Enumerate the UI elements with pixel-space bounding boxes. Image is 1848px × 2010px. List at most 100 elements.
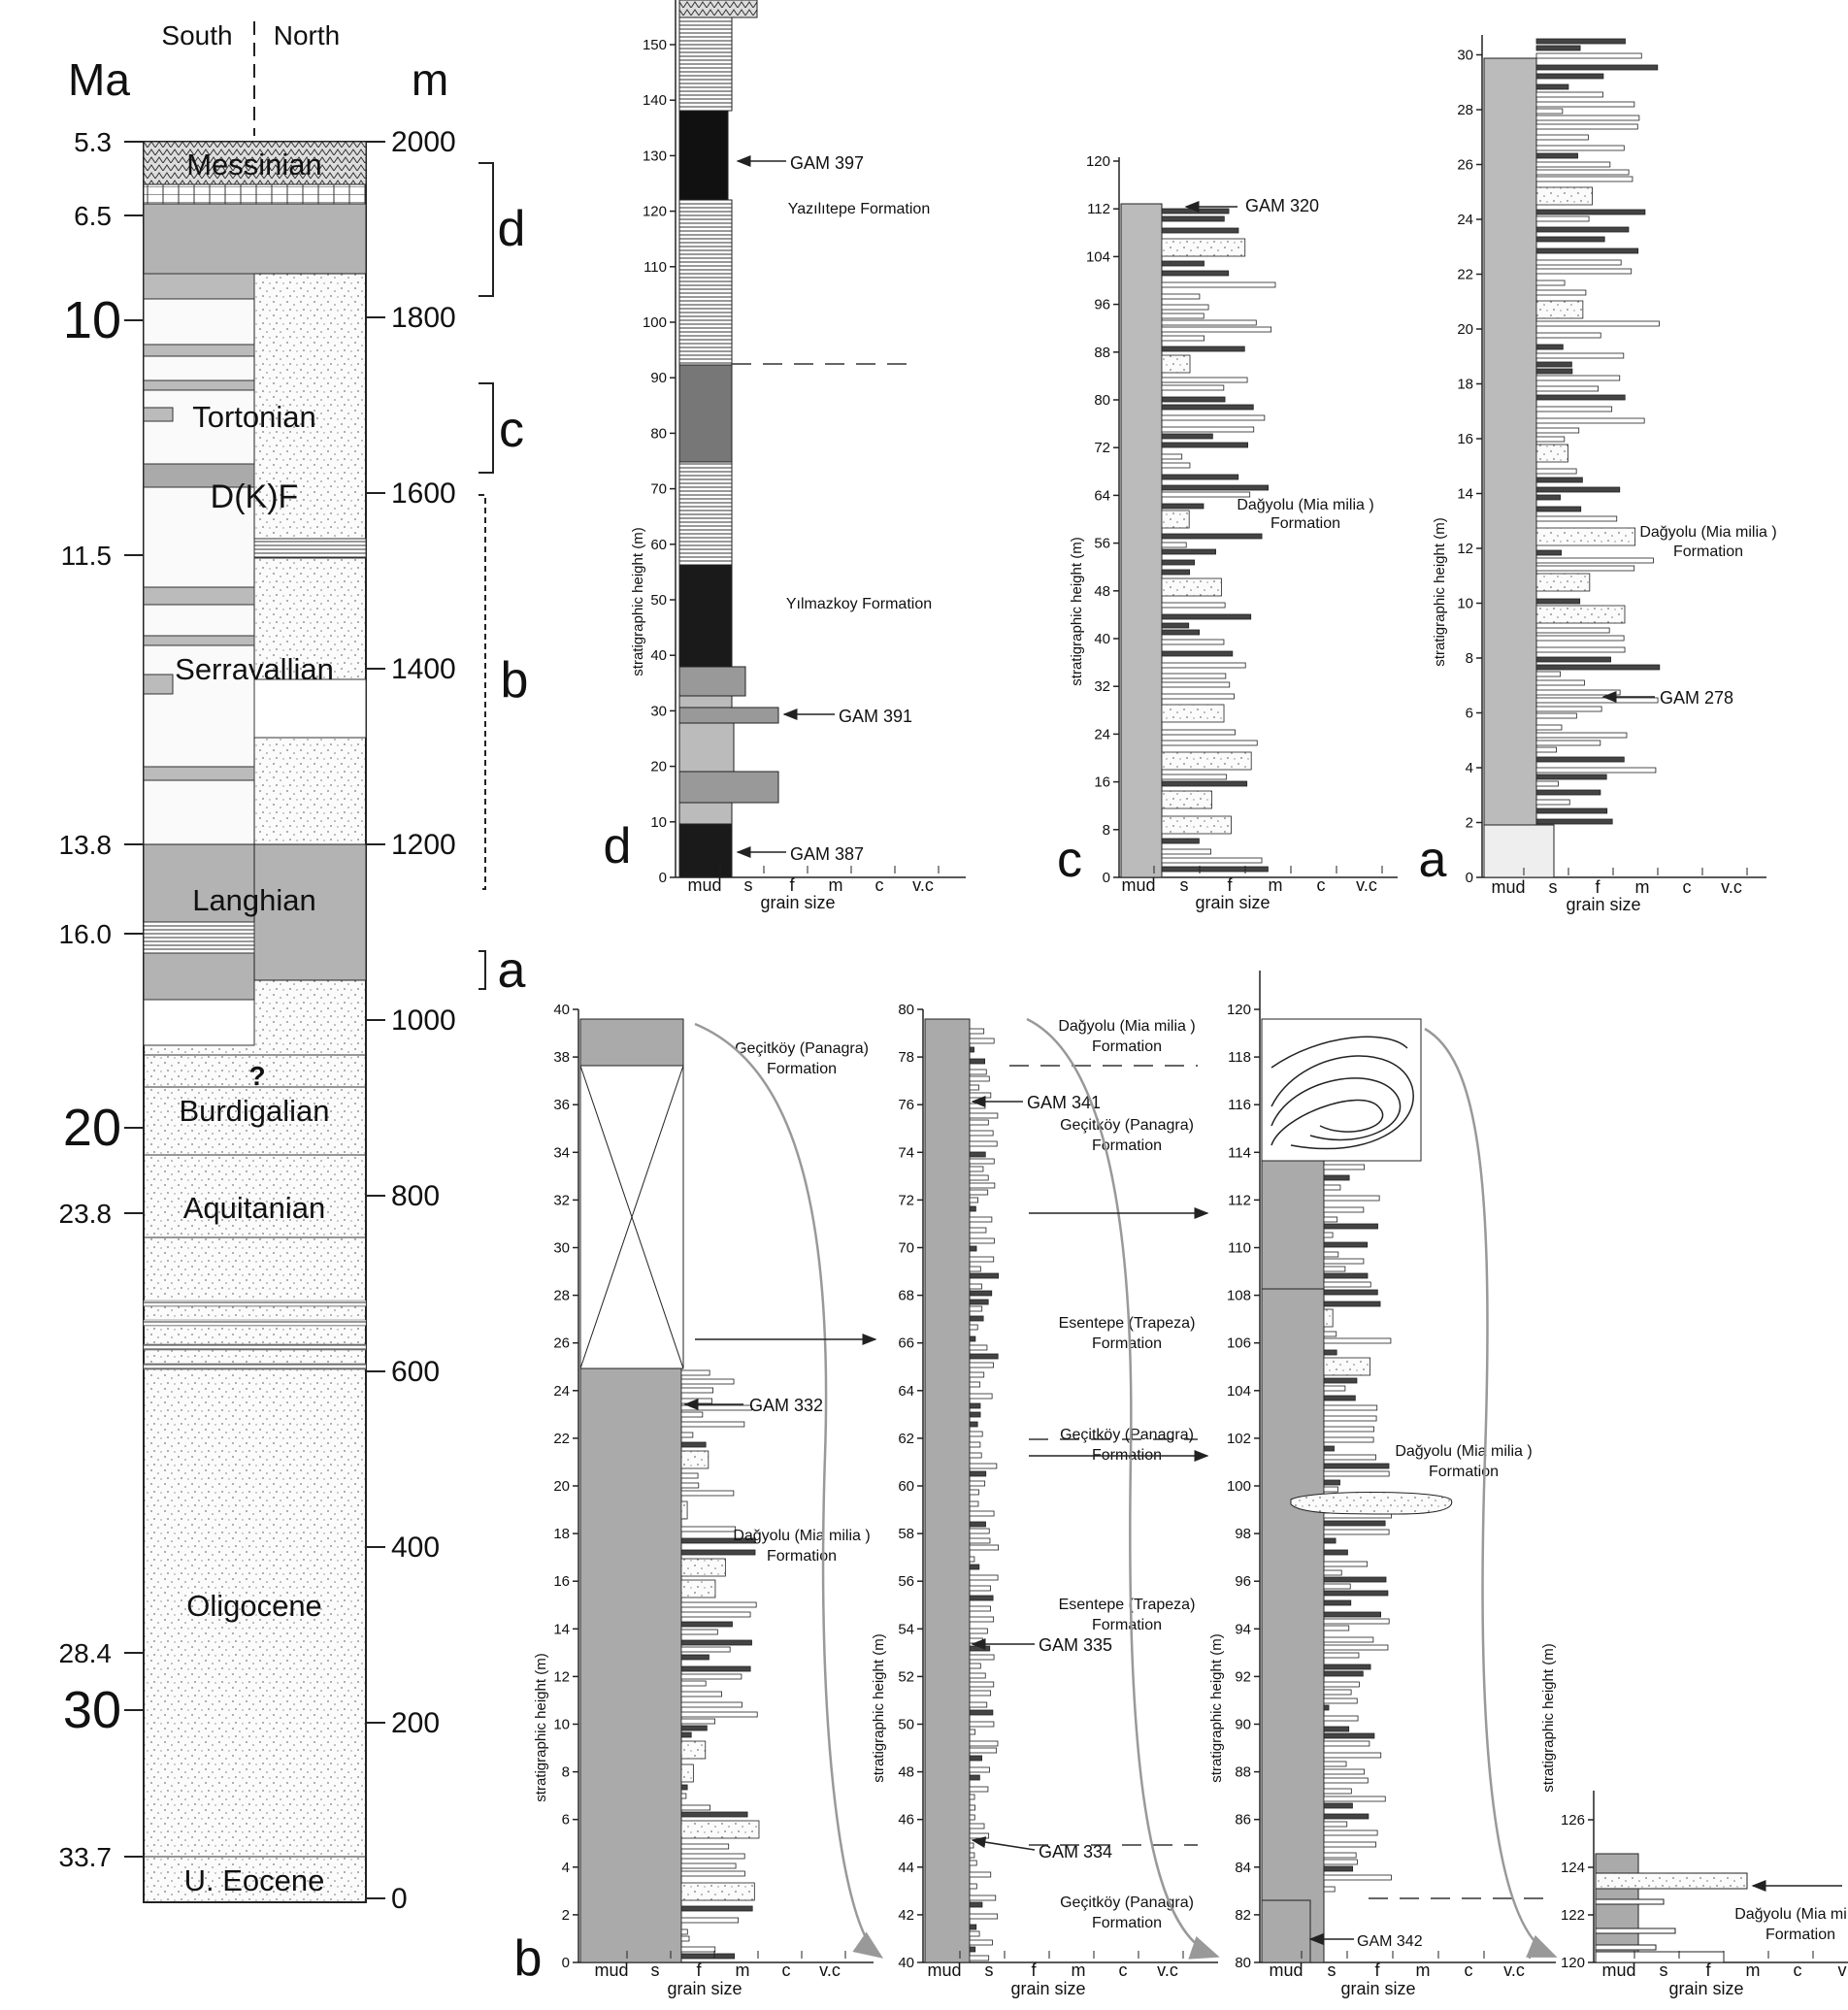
y-tick-label: 6 xyxy=(1466,706,1473,722)
bed xyxy=(1161,491,1251,498)
formation-label: Formation xyxy=(1673,544,1743,560)
y-axis-title: stratigraphic height (m) xyxy=(1208,1633,1225,1782)
y-tick-label: 0 xyxy=(659,870,667,886)
bed xyxy=(969,1755,982,1762)
bed xyxy=(1161,335,1205,342)
grain-size-label: v xyxy=(1838,1961,1847,1980)
bed xyxy=(680,1654,710,1661)
bed xyxy=(1323,1258,1365,1265)
bed xyxy=(1161,453,1183,460)
bed xyxy=(1161,866,1269,873)
y-tick-label: 4 xyxy=(1466,760,1473,776)
grain-size-label: c xyxy=(875,875,884,895)
bed xyxy=(1323,1223,1378,1230)
bed xyxy=(1323,1404,1378,1411)
bed xyxy=(1535,226,1630,233)
bed xyxy=(969,1112,999,1119)
bed xyxy=(969,1924,977,1930)
bed xyxy=(680,1804,711,1811)
y-tick-label: 80 xyxy=(898,1002,914,1018)
bed xyxy=(1535,732,1628,739)
y-tick-label: 120 xyxy=(643,204,667,220)
bed xyxy=(680,1579,716,1598)
y-tick-label: 22 xyxy=(1457,267,1473,283)
bed xyxy=(969,1701,988,1708)
x-axis-title: grain size xyxy=(1668,1979,1743,1998)
y-tick-label: 50 xyxy=(650,592,667,609)
north-label: North xyxy=(274,20,340,50)
bed xyxy=(680,1843,730,1850)
bed xyxy=(969,1381,981,1388)
y-tick-label: 28 xyxy=(1457,102,1473,118)
y-tick-label: 104 xyxy=(1227,1383,1251,1400)
bed xyxy=(680,1482,700,1489)
y-axis-title: stratigraphic height (m) xyxy=(1540,1643,1557,1792)
grain-size-label: c xyxy=(1683,877,1692,897)
bed xyxy=(969,1463,998,1469)
log-d: 0 10 20 30 40 50 60 70 80 90 100 110 120 130 140 150 GA… xyxy=(604,0,966,912)
log-letter: c xyxy=(1057,832,1082,888)
y-tick-label: 92 xyxy=(1235,1668,1251,1685)
log-letter: d xyxy=(604,818,632,874)
bed xyxy=(1323,1670,1364,1677)
y-tick-label: 150 xyxy=(643,37,667,53)
bed xyxy=(1535,799,1570,806)
bed xyxy=(680,1665,751,1672)
bed xyxy=(1535,152,1578,159)
bed xyxy=(969,1353,999,1360)
grain-size-label: m xyxy=(1269,875,1283,895)
bed xyxy=(1323,1463,1390,1469)
y-tick-label: 20 xyxy=(1457,321,1473,338)
bed xyxy=(1535,38,1626,45)
grain-size-label: f xyxy=(696,1961,702,1980)
bed xyxy=(969,1158,995,1165)
bed xyxy=(969,1766,990,1773)
formation-label: Yazılıtepe Formation xyxy=(788,201,930,217)
bed xyxy=(680,1629,718,1635)
bed xyxy=(1161,740,1258,746)
y-tick-label: 8 xyxy=(1103,822,1110,839)
m-axis xyxy=(366,141,385,1899)
bed xyxy=(1161,260,1204,267)
section-letter-c: c xyxy=(499,402,524,458)
bed xyxy=(969,1245,977,1252)
bed xyxy=(1323,1813,1370,1820)
y-tick-label: 70 xyxy=(650,481,667,498)
y-axis-title: stratigraphic height (m) xyxy=(533,1653,549,1801)
y-tick-label: 116 xyxy=(1228,1097,1251,1113)
bed xyxy=(969,1672,986,1679)
y-tick-label: 104 xyxy=(1086,248,1110,265)
y-tick-label: 98 xyxy=(1235,1526,1251,1542)
m-tick: 1600 xyxy=(391,478,456,510)
y-tick-label: 32 xyxy=(553,1192,570,1208)
bed xyxy=(969,1084,979,1091)
y-tick-label: 50 xyxy=(898,1717,914,1733)
bed xyxy=(1161,693,1235,700)
grain-size-label: mud xyxy=(1601,1961,1635,1980)
grain-size-label: m xyxy=(1746,1961,1761,1980)
bed xyxy=(1535,756,1625,763)
bed xyxy=(1323,1704,1330,1711)
bed xyxy=(969,1182,996,1189)
formation-label: Formation xyxy=(767,1548,837,1565)
grain-size-label: m xyxy=(1635,877,1650,897)
y-tick-label: 20 xyxy=(650,759,667,775)
bed xyxy=(1323,1611,1382,1618)
bed xyxy=(969,1747,998,1754)
stage-aquitanian: Aquitanian xyxy=(183,1191,326,1225)
bed xyxy=(1161,281,1276,288)
bed xyxy=(1323,1859,1358,1865)
y-tick-label: 106 xyxy=(1227,1335,1251,1352)
bed xyxy=(969,1411,981,1418)
formation-label: Geçitköy (Panagra) xyxy=(1060,1427,1194,1443)
bed xyxy=(1161,215,1225,222)
m-tick: 600 xyxy=(391,1356,440,1388)
grain-size-label: v.c xyxy=(912,875,934,895)
y-tick-label: 8 xyxy=(562,1764,570,1781)
bed xyxy=(1323,1664,1371,1670)
bed xyxy=(1535,394,1626,401)
formation-label: Dağyolu (Mia milia ) xyxy=(1395,1443,1532,1460)
bed xyxy=(1535,468,1577,475)
y-tick-label: 110 xyxy=(1228,1240,1251,1257)
